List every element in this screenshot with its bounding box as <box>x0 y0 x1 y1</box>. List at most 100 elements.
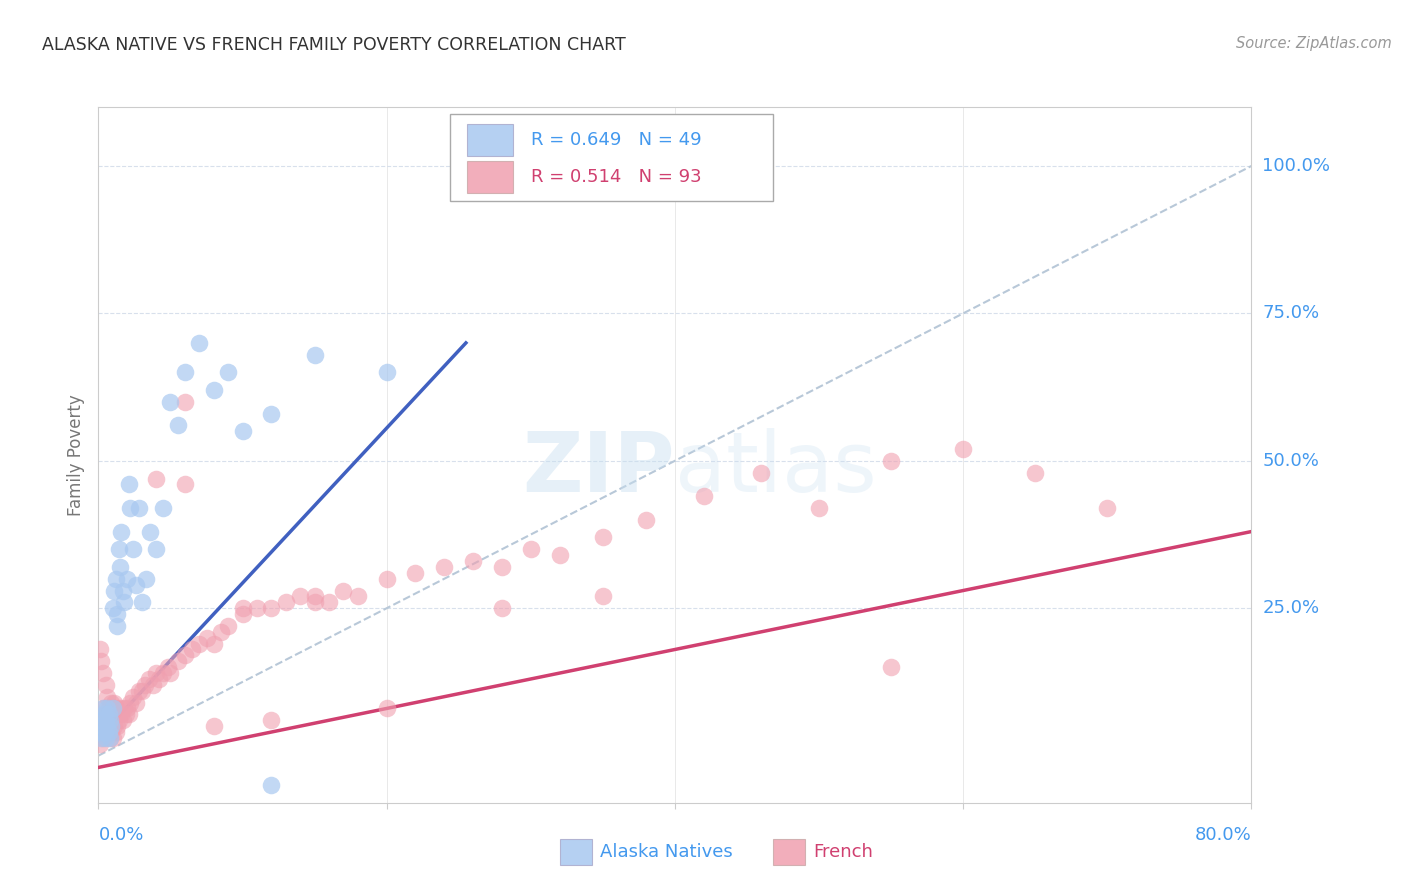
Point <box>114 707 136 722</box>
Point <box>231 601 254 615</box>
Point <box>98 707 121 722</box>
Point <box>103 719 125 733</box>
Point <box>111 583 134 598</box>
Point <box>142 678 165 692</box>
Point <box>101 601 124 615</box>
Point <box>90 654 112 668</box>
Point <box>93 707 115 722</box>
Point <box>195 631 218 645</box>
Point <box>156 660 179 674</box>
Point <box>91 719 114 733</box>
Point <box>110 707 132 722</box>
Point <box>304 348 326 362</box>
Point <box>693 489 716 503</box>
Point <box>592 590 614 604</box>
Point <box>174 395 197 409</box>
Point <box>231 607 254 621</box>
Point <box>96 701 118 715</box>
Point <box>139 524 162 539</box>
Point <box>304 590 326 604</box>
Text: 50.0%: 50.0% <box>1263 452 1319 470</box>
Point <box>89 737 111 751</box>
Point <box>97 725 120 739</box>
Point <box>159 395 181 409</box>
Point <box>104 572 127 586</box>
Point <box>104 701 127 715</box>
Point <box>260 601 283 615</box>
Text: ZIP: ZIP <box>523 428 675 509</box>
Point <box>98 731 121 745</box>
Point <box>96 719 118 733</box>
Point <box>145 666 167 681</box>
Point <box>112 701 135 715</box>
Text: 25.0%: 25.0% <box>1263 599 1320 617</box>
Point <box>1097 500 1119 515</box>
Point <box>260 713 283 727</box>
Point <box>128 500 150 515</box>
Point <box>405 566 427 580</box>
Point <box>97 701 120 715</box>
Point <box>952 442 974 456</box>
Point <box>433 560 456 574</box>
Point <box>101 731 124 745</box>
Point <box>96 690 118 704</box>
Point <box>209 624 232 639</box>
Point <box>110 524 132 539</box>
Point <box>807 500 830 515</box>
Point <box>181 642 204 657</box>
FancyBboxPatch shape <box>773 839 806 865</box>
Point <box>375 365 398 379</box>
Point <box>751 466 773 480</box>
Point <box>145 471 167 485</box>
Point <box>117 701 138 715</box>
Text: French: French <box>813 843 873 861</box>
Point <box>166 418 188 433</box>
Point <box>274 595 297 609</box>
Point <box>94 731 117 745</box>
Point <box>98 731 121 745</box>
Point <box>636 513 658 527</box>
Point <box>188 637 211 651</box>
Point <box>97 725 120 739</box>
Point <box>145 542 167 557</box>
Point <box>94 707 117 722</box>
Point <box>202 383 225 397</box>
FancyBboxPatch shape <box>560 839 592 865</box>
Point <box>100 719 122 733</box>
Point <box>880 454 903 468</box>
Text: Alaska Natives: Alaska Natives <box>600 843 733 861</box>
Point <box>120 696 142 710</box>
Point <box>491 601 513 615</box>
Point <box>166 654 188 668</box>
Point <box>152 500 174 515</box>
Point <box>120 500 142 515</box>
Point <box>103 583 125 598</box>
Point <box>131 683 153 698</box>
Point <box>108 701 131 715</box>
Text: 0.0%: 0.0% <box>98 826 143 845</box>
Point <box>103 696 125 710</box>
Point <box>107 713 129 727</box>
Point <box>100 696 122 710</box>
FancyBboxPatch shape <box>467 161 513 193</box>
Text: 80.0%: 80.0% <box>1195 826 1251 845</box>
Point <box>122 690 145 704</box>
Point <box>108 560 131 574</box>
Point <box>152 666 174 681</box>
Point <box>159 666 181 681</box>
Point <box>246 601 269 615</box>
Point <box>148 672 170 686</box>
Text: R = 0.649   N = 49: R = 0.649 N = 49 <box>530 131 702 149</box>
Point <box>135 572 157 586</box>
Point <box>122 542 145 557</box>
Point <box>260 778 283 792</box>
Point <box>125 577 148 591</box>
Point <box>90 725 112 739</box>
Text: atlas: atlas <box>675 428 876 509</box>
Point <box>117 572 138 586</box>
Point <box>174 648 197 663</box>
Point <box>104 725 127 739</box>
Point <box>118 477 141 491</box>
FancyBboxPatch shape <box>467 124 513 156</box>
Point <box>94 725 117 739</box>
